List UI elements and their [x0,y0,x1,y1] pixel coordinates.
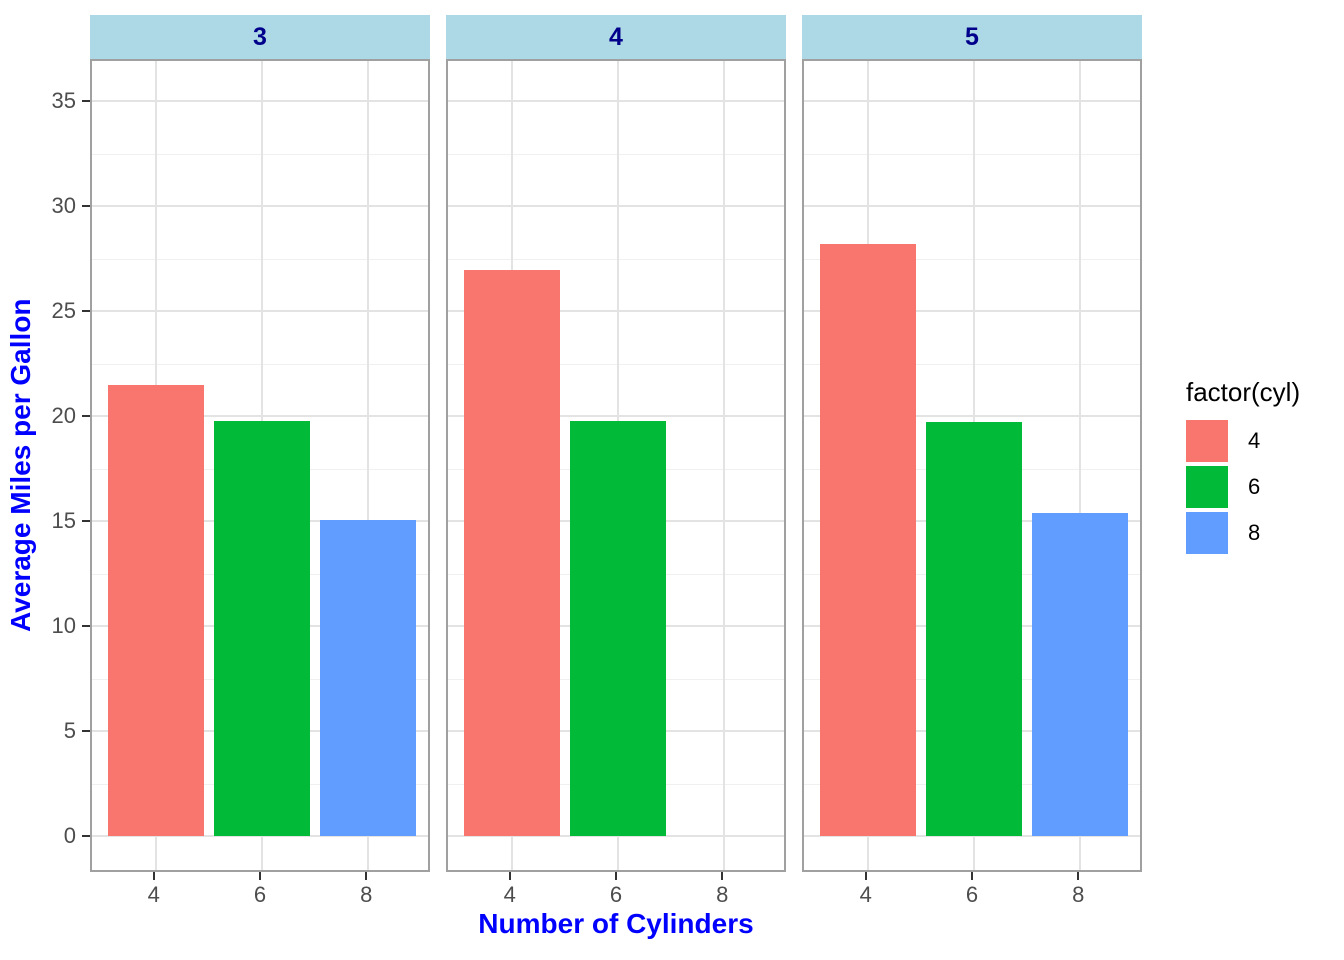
gridline-major-y [448,415,784,417]
facet-strip-5: 5 [802,15,1142,59]
gridline-major-y [804,415,1140,417]
gridline-major-y [804,205,1140,207]
gridline-major-y [448,205,784,207]
bar-facet4-cyl6 [570,421,666,836]
y-tick-label: 30 [51,193,76,218]
gridline-minor-y [92,258,428,260]
x-tick-label: 8 [1072,882,1085,907]
y-tick-label: 5 [63,718,76,743]
x-tick-mark [508,872,511,880]
x-tick-mark [152,872,155,880]
bar-facet5-cyl8 [1032,512,1129,836]
bar-facet5-cyl6 [926,422,1022,836]
legend-key-8 [1186,512,1228,554]
y-tick-label: 15 [51,508,76,533]
facet-strip-label: 4 [609,22,623,51]
gridline-major-y [804,835,1140,837]
x-tick-mark [365,872,368,880]
legend: factor(cyl) 4 6 8 [1186,376,1300,554]
gridline-major-y [804,310,1140,312]
x-tick-label: 6 [609,882,623,907]
gridline-major-y [92,100,428,102]
facet-panel-5 [802,59,1142,872]
x-tick-label: 6 [965,882,979,907]
legend-entry-6: 6 [1186,466,1300,508]
gridline-major-y [804,100,1140,102]
legend-entry-4: 4 [1186,420,1300,462]
legend-label: 4 [1248,428,1261,453]
bar-facet3-cyl4 [107,384,204,836]
x-tick-label: 4 [859,882,872,907]
gridline-minor-y [92,363,428,365]
y-tick-label: 25 [51,298,76,323]
legend-entry-8: 8 [1186,512,1300,554]
facet-panel-3 [90,59,430,872]
bar-facet3-cyl6 [214,421,310,836]
gridline-major-x [1079,61,1082,870]
x-tick-mark [615,872,617,880]
gridline-minor-y [448,363,784,365]
y-tick-mark [82,415,90,417]
gridline-major-y [92,310,428,312]
y-tick-label: 35 [51,88,76,113]
gridline-major-y [448,100,784,102]
facet-strip-3: 3 [90,15,430,59]
gridline-minor-y [92,153,428,155]
bar-facet3-cyl8 [320,519,417,836]
facet-strip-label: 3 [253,22,267,51]
gridline-major-y [92,415,428,417]
legend-label: 6 [1248,474,1261,499]
gridline-major-x [367,61,370,870]
y-tick-label: 0 [63,823,76,848]
x-tick-label: 8 [360,882,373,907]
y-tick-label: 10 [51,613,76,638]
y-tick-mark [82,730,90,732]
facet-strip-4: 4 [446,15,786,59]
x-tick-mark [864,872,867,880]
y-tick-mark [82,310,90,312]
y-tick-mark [82,835,90,837]
x-tick-mark [971,872,973,880]
legend-key-4 [1186,420,1228,462]
gridline-major-y [92,205,428,207]
gridline-minor-y [804,258,1140,260]
gridline-minor-y [804,363,1140,365]
bar-facet4-cyl4 [463,270,560,836]
gridline-minor-y [448,258,784,260]
gridline-major-x [723,61,726,870]
y-tick-label: 20 [51,403,76,428]
gridline-minor-y [448,153,784,155]
x-tick-label: 4 [503,882,516,907]
x-tick-label: 8 [716,882,729,907]
gridline-major-y [448,835,784,837]
legend-key-6 [1186,466,1228,508]
y-tick-mark [82,520,90,522]
legend-entries: 4 6 8 [1186,420,1300,554]
y-tick-mark [82,205,90,207]
gridline-major-y [448,310,784,312]
y-tick-mark [82,625,90,627]
x-tick-mark [259,872,261,880]
y-axis-title: Average Miles per Gallon [5,298,36,633]
y-tick-mark [82,100,90,102]
gridline-major-y [92,835,428,837]
x-tick-label: 4 [147,882,160,907]
x-tick-label: 6 [253,882,267,907]
x-tick-mark [1077,872,1080,880]
legend-label: 8 [1248,520,1261,545]
facet-panel-4 [446,59,786,872]
legend-title: factor(cyl) [1186,377,1301,407]
bar-facet5-cyl4 [819,243,916,836]
x-tick-mark [721,872,724,880]
x-axis-title: Number of Cylinders [478,908,754,939]
facet-strip-label: 5 [965,22,979,51]
gridline-minor-y [804,153,1140,155]
